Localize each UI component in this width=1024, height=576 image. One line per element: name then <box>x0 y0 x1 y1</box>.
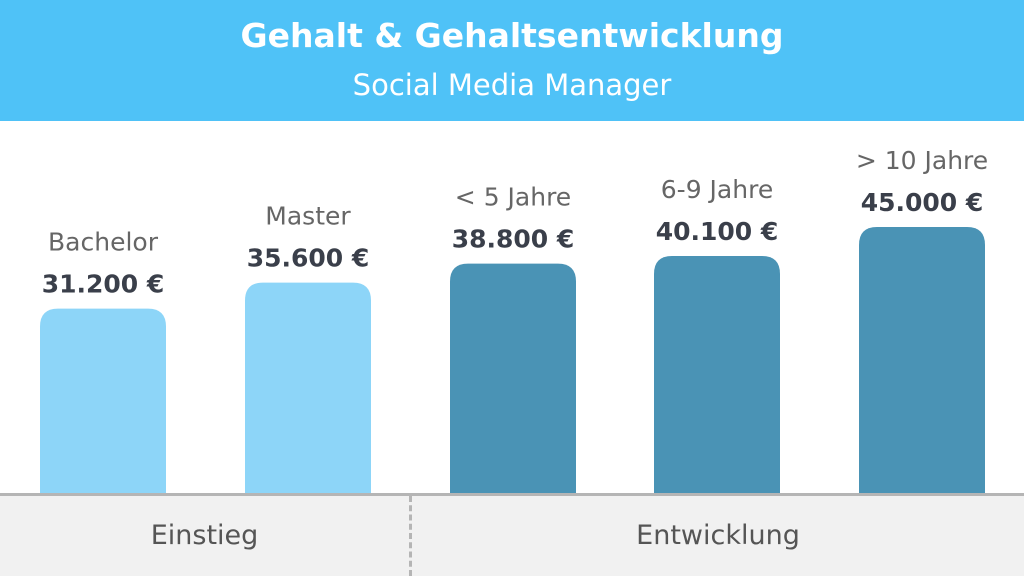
bar-master <box>245 282 371 493</box>
category-label-master: Master <box>265 202 351 231</box>
category-label-5-jahre: < 5 Jahre <box>455 183 571 212</box>
value-label-master: 35.600 € <box>247 244 370 273</box>
group-divider <box>409 496 412 576</box>
group-label-einstieg: Einstieg <box>150 520 259 551</box>
salary-bar-chart: 31.200 € Bachelor 35.600 € Master 38.800 € < … <box>40 146 988 493</box>
value-label-5-jahre: 38.800 € <box>452 225 575 254</box>
value-label-10-jahre: 45.000 € <box>861 188 984 217</box>
bar-5-jahre <box>450 263 576 493</box>
value-label-6-9-jahre: 40.100 € <box>656 217 779 246</box>
bar-6-9-jahre <box>654 255 780 493</box>
category-label-bachelor: Bachelor <box>48 228 159 257</box>
value-label-bachelor: 31.200 € <box>42 270 165 299</box>
chart-subtitle: Social Media Manager <box>352 68 672 102</box>
group-label-entwicklung: Entwicklung <box>636 520 800 551</box>
bar-10-jahre <box>859 227 985 493</box>
chart-header: Gehalt & Gehaltsentwicklung Social Media… <box>0 0 1024 121</box>
category-label-6-9-jahre: 6-9 Jahre <box>661 175 773 204</box>
group-footer: Einstieg Entwicklung <box>0 493 1024 576</box>
chart-title: Gehalt & Gehaltsentwicklung <box>240 16 784 55</box>
category-label-10-jahre: > 10 Jahre <box>856 146 988 175</box>
bar-bachelor <box>40 308 166 493</box>
